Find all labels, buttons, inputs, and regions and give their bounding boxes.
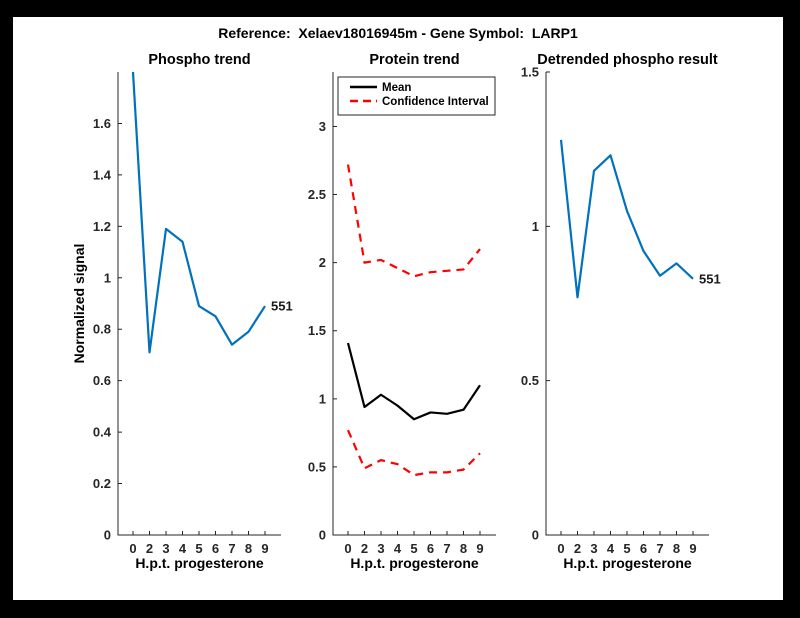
subplot-phospho-trend: 0 2 3 4 5 6 7 8 900.20.40.60.811.21.41.6Phospho … [71,52,293,571]
x-tick-label: 4 [179,541,187,556]
y-tick-label: 0.2 [93,476,111,491]
y-tick-label: 1.2 [93,219,111,234]
y-axis-label: Normalized signal [71,244,87,364]
x-axis-label: H.p.t. progesterone [563,555,692,571]
x-tick-label: 6 [212,541,219,556]
y-tick-label: 1.4 [93,167,112,182]
axes-spines [545,72,709,536]
y-tick-label: 1 [532,219,539,234]
y-tick-label: 2 [319,255,326,270]
legend-label: Mean [382,82,411,94]
x-tick-label: 2 [574,541,581,556]
chart-title: Protein trend [369,52,459,68]
y-tick-label: 1.5 [308,323,326,338]
endpoint-label: 551 [271,299,293,314]
axes-spines [117,72,281,536]
y-tick-label: 3 [319,119,326,134]
x-tick-label: 0 [557,541,564,556]
series-confidence-interval-lower [346,429,481,477]
tick-marks [118,122,266,536]
x-tick-label: 3 [590,541,597,556]
y-tick-label: 1.6 [93,116,111,131]
chart-title: Phospho trend [148,52,250,68]
axes-spines [332,72,496,536]
endpoint-label: 551 [699,271,721,286]
y-tick-label: 0 [104,528,111,543]
x-tick-label: 7 [443,541,450,556]
series-phospho-signal-551 [131,71,266,354]
y-tick-label: 0.8 [93,322,111,337]
x-tick-label: 0 [344,541,351,556]
y-tick-label: 0.4 [93,425,112,440]
series-confidence-interval-upper [346,164,481,278]
tick-marks [333,125,481,536]
x-axis-label: H.p.t. progesterone [135,555,264,571]
x-tick-label: 8 [245,541,252,556]
x-tick-label: 5 [195,541,202,556]
x-tick-label: 6 [427,541,434,556]
x-tick-label: 2 [361,541,368,556]
series-mean [346,342,481,421]
x-tick-label: 7 [656,541,663,556]
figure-title: Reference: Xelaev18016945m - Gene Symbol… [218,25,578,41]
x-tick-label: 5 [410,541,417,556]
legend: Mean Confidence Interval [337,76,496,116]
y-tick-label: 2.5 [308,187,326,202]
x-tick-label: 9 [261,541,268,556]
x-tick-label: 4 [394,541,402,556]
y-tick-label: 1 [104,270,111,285]
x-tick-label: 2 [146,541,153,556]
y-tick-label: 0 [532,528,539,543]
chart-title: Detrended phospho result [537,52,718,68]
y-tick-label: 0.5 [308,459,326,474]
x-tick-label: 8 [673,541,680,556]
x-tick-label: 9 [689,541,696,556]
x-axis-label: H.p.t. progesterone [350,555,479,571]
x-tick-label: 0 [129,541,136,556]
x-tick-label: 7 [228,541,235,556]
x-tick-label: 6 [640,541,647,556]
x-tick-label: 8 [460,541,467,556]
x-tick-label: 3 [377,541,384,556]
legend-box [337,76,496,116]
tick-marks [546,71,694,536]
x-tick-label: 4 [607,541,615,556]
legend-label: Confidence Interval [382,96,489,108]
y-tick-label: 0 [319,528,326,543]
x-tick-label: 9 [476,541,483,556]
x-tick-label: 5 [623,541,630,556]
x-tick-label: 3 [162,541,169,556]
y-tick-label: 1 [319,391,326,406]
series-detrended-phospho-551 [559,139,694,299]
y-tick-label: 0.5 [521,373,539,388]
y-tick-label: 0.6 [93,373,111,388]
y-tick-label: 1.5 [521,65,539,80]
